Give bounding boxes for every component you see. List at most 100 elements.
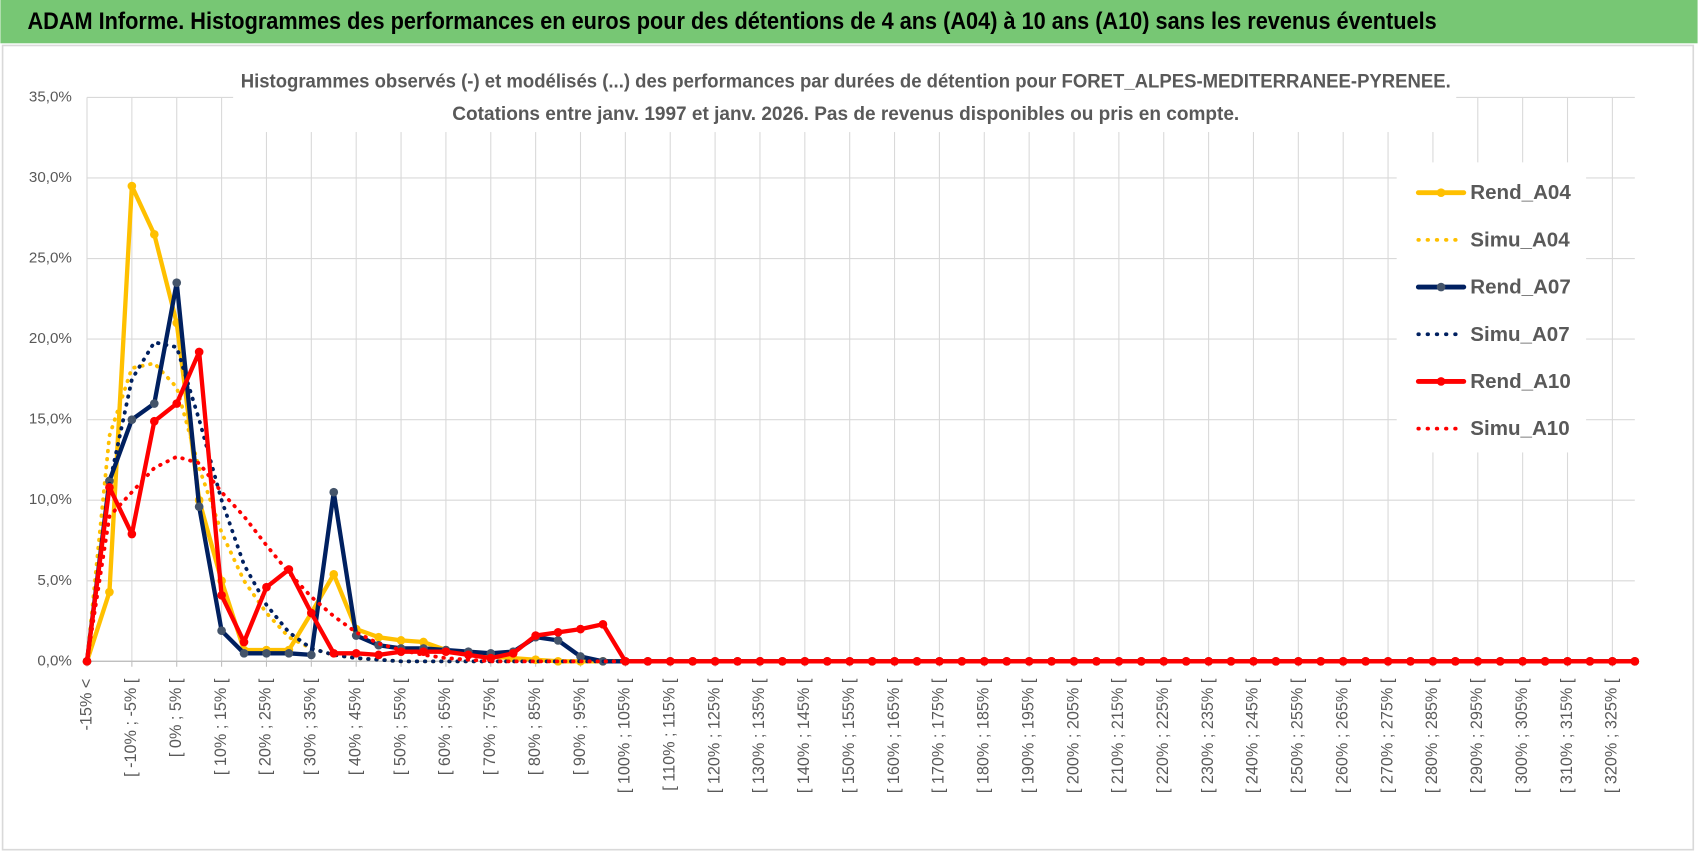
- data-point: [149, 230, 159, 239]
- x-tick-label: [ 140% ; 145% [: [795, 678, 813, 793]
- legend-marker: [1436, 377, 1446, 386]
- data-point: [441, 647, 451, 656]
- chart-frame: [1, 44, 1695, 851]
- legend-label: Simu_A10: [1470, 417, 1569, 440]
- legend-marker: [1436, 188, 1446, 197]
- y-tick-label: 10,0%: [29, 491, 72, 508]
- data-point: [979, 657, 989, 666]
- data-point: [598, 619, 608, 629]
- data-point: [262, 648, 271, 658]
- data-point: [239, 648, 249, 658]
- plot-area: [82, 181, 1640, 666]
- data-point: [1092, 657, 1101, 666]
- series-line: [85, 454, 1637, 664]
- data-point: [217, 626, 226, 636]
- data-point: [1630, 657, 1640, 666]
- x-tick-label: [ 270% ; 275% [: [1378, 678, 1396, 793]
- data-point: [890, 657, 899, 666]
- legend-box: [1396, 162, 1587, 453]
- data-point: [1383, 657, 1393, 666]
- x-tick-label: [ 170% ; 175% [: [930, 678, 948, 793]
- data-point: [172, 399, 182, 408]
- data-point: [1002, 657, 1012, 666]
- data-point: [553, 636, 563, 645]
- x-tick-label: [ 260% ; 265% [: [1333, 678, 1351, 793]
- data-point: [1473, 657, 1483, 666]
- x-tick-label: [ 300% ; 305% [: [1513, 678, 1531, 793]
- x-tick-label: [ 320% ; 325% [: [1603, 678, 1621, 793]
- data-point: [194, 502, 204, 511]
- data-point: [306, 650, 316, 660]
- x-tick-label: -15% <: [77, 679, 95, 731]
- x-tick-label: [ 200% ; 205% [: [1064, 678, 1082, 793]
- x-tick-label: [ 0% ; 5% [: [167, 678, 185, 757]
- data-point: [822, 657, 832, 666]
- legend-marker: [1436, 282, 1446, 292]
- x-tick-label: [ 120% ; 125% [: [705, 678, 723, 793]
- title-box: [233, 64, 1457, 133]
- x-tick-label: [ 210% ; 215% [: [1109, 678, 1127, 793]
- x-tick-label: [ 80% ; 85% [: [526, 678, 544, 775]
- data-point: [800, 657, 810, 666]
- data-point: [710, 657, 720, 666]
- y-tick-label: 20,0%: [29, 330, 72, 347]
- data-point: [329, 570, 339, 579]
- x-tick-label: [ 30% ; 35% [: [302, 678, 320, 775]
- data-point: [329, 648, 339, 658]
- data-point: [127, 415, 137, 424]
- chart-title: Histogrammes observés (-) et modélisés (…: [241, 70, 1451, 92]
- legend-label: Simu_A04: [1470, 228, 1570, 251]
- y-tick-label: 15,0%: [29, 411, 72, 428]
- x-tick-label: [ 60% ; 65% [: [436, 678, 454, 775]
- data-point: [508, 648, 518, 658]
- x-tick-label: [ 290% ; 295% [: [1468, 678, 1486, 793]
- grid: 0,0% 5,0% 10,0% 15,0% 20,0% 25,0% 30,0% 35,0% -1…: [29, 88, 1635, 793]
- legend-label: Rend_A10: [1470, 370, 1571, 393]
- legend-label: Simu_A07: [1470, 323, 1569, 346]
- x-tick-label: [ 230% ; 235% [: [1199, 678, 1217, 793]
- data-point: [621, 657, 630, 666]
- chart-subtitle: Cotations entre janv. 1997 et janv. 2026…: [452, 103, 1239, 125]
- x-tick-label: [ 110% ; 115% [: [661, 678, 679, 791]
- data-point: [172, 278, 182, 288]
- header-title: ADAM Informe. Histogrammes des performan…: [27, 8, 1436, 35]
- y-tick-label: 5,0%: [37, 572, 72, 589]
- data-point: [576, 624, 585, 634]
- x-tick-label: [ 50% ; 55% [: [391, 678, 409, 775]
- y-tick-label: 30,0%: [29, 169, 72, 186]
- data-point: [396, 636, 406, 645]
- x-tick-label: [ -10% ; -5% [: [122, 678, 140, 777]
- x-tick-label: [ 240% ; 245% [: [1244, 678, 1262, 793]
- data-point: [217, 590, 226, 600]
- data-point: [531, 631, 540, 640]
- data-point: [912, 657, 922, 666]
- data-point: [284, 648, 294, 658]
- data-point: [105, 587, 114, 597]
- data-point: [105, 482, 114, 492]
- x-tick-label: [ 190% ; 195% [: [1019, 678, 1037, 793]
- data-point: [464, 650, 473, 660]
- x-tick-label: [ 310% ; 315% [: [1558, 678, 1576, 793]
- data-point: [1181, 657, 1191, 666]
- data-point: [127, 529, 137, 539]
- data-point: [127, 181, 137, 191]
- data-point: [419, 637, 428, 647]
- x-tick-label: [ 220% ; 225% [: [1154, 678, 1172, 793]
- data-point: [576, 652, 585, 661]
- x-tick-label: [ 10% ; 15% [: [212, 678, 230, 775]
- data-point: [1294, 657, 1303, 666]
- data-point: [329, 487, 339, 497]
- data-point: [1361, 657, 1370, 666]
- data-point: [374, 632, 383, 642]
- x-tick-label: [ 150% ; 155% [: [840, 678, 858, 793]
- x-tick-label: [ 40% ; 45% [: [346, 678, 364, 775]
- x-tick-label: [ 280% ; 285% [: [1423, 678, 1441, 793]
- data-point: [553, 628, 563, 637]
- data-point: [688, 657, 697, 666]
- data-point: [1271, 657, 1281, 666]
- legend-label: Rend_A04: [1470, 181, 1571, 204]
- legend: Rend_A04 Simu_A04 Rend_A07 Simu_A07 Rend_A10…: [1396, 162, 1587, 453]
- x-tick-label: [ 160% ; 165% [: [885, 678, 903, 793]
